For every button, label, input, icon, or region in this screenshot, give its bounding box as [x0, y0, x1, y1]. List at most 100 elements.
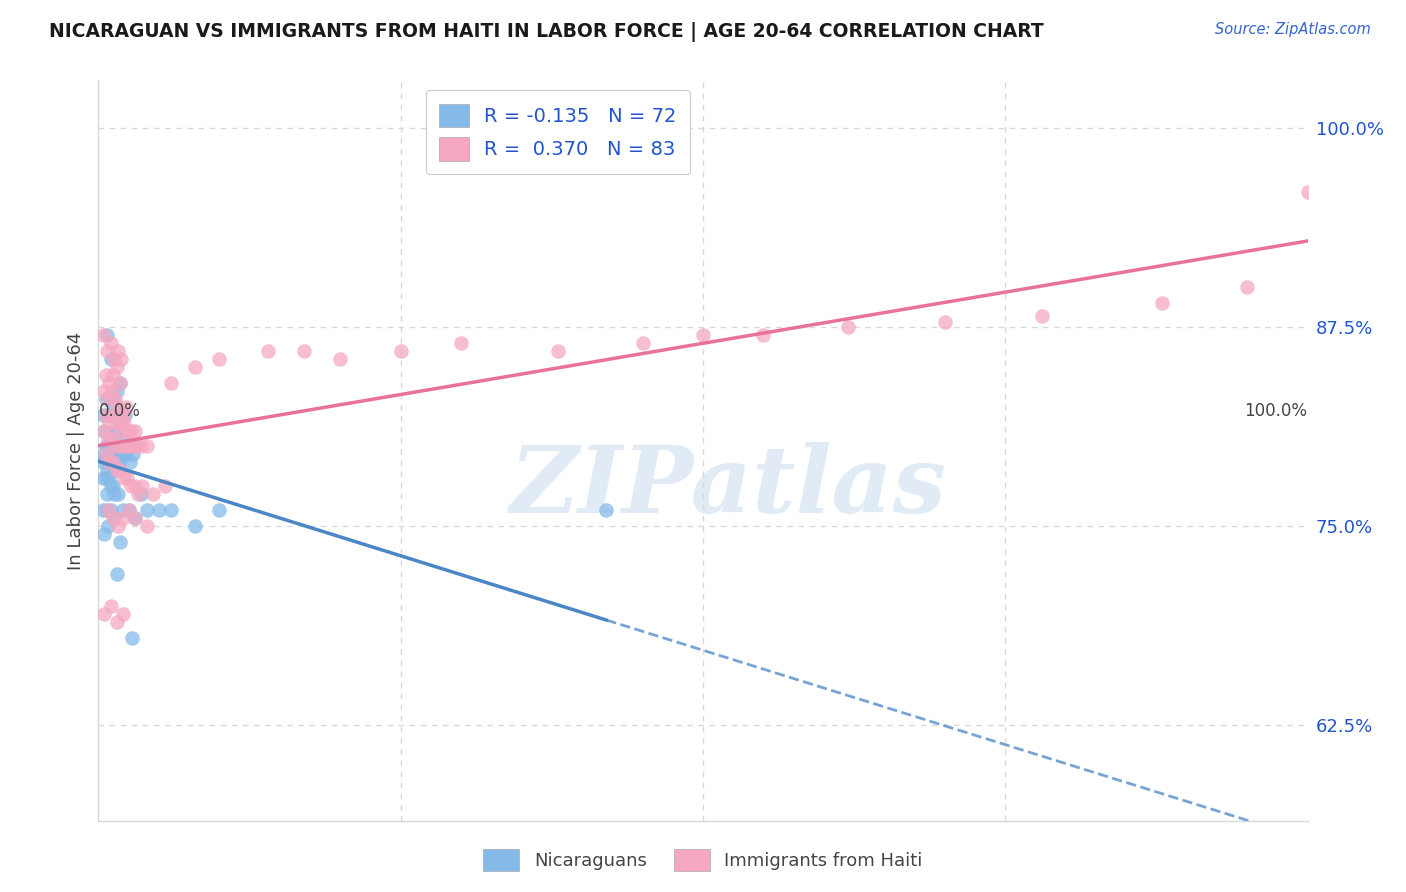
Point: [91, 408, 114, 422]
Point: [108, 440, 131, 454]
Point: [104, 440, 127, 454]
Point: [115, 447, 138, 461]
Point: [595, 503, 617, 517]
Point: [108, 535, 131, 549]
Point: [98, 447, 121, 461]
Y-axis label: In Labor Force | Age 20-64: In Labor Force | Age 20-64: [66, 331, 84, 570]
Legend: R = -0.135   N = 72, R =  0.370   N = 83: R = -0.135 N = 72, R = 0.370 N = 83: [426, 90, 690, 175]
Point: [100, 432, 122, 446]
Point: [117, 471, 139, 485]
Point: [329, 351, 352, 366]
Point: [1152, 296, 1174, 310]
Point: [97, 519, 120, 533]
Point: [96, 343, 118, 358]
Point: [108, 440, 131, 454]
Point: [94, 392, 117, 406]
Point: [108, 455, 131, 469]
Point: [96, 328, 118, 343]
Point: [97, 455, 120, 469]
Point: [104, 424, 127, 438]
Point: [101, 479, 124, 493]
Point: [91, 328, 114, 343]
Point: [104, 392, 127, 406]
Point: [131, 479, 153, 493]
Point: [752, 328, 775, 343]
Point: [292, 343, 315, 358]
Point: [94, 408, 117, 422]
Point: [100, 479, 122, 493]
Point: [97, 440, 120, 454]
Text: NICARAGUAN VS IMMIGRANTS FROM HAITI IN LABOR FORCE | AGE 20-64 CORRELATION CHART: NICARAGUAN VS IMMIGRANTS FROM HAITI IN L…: [49, 22, 1045, 42]
Point: [101, 392, 124, 406]
Point: [103, 351, 125, 366]
Point: [101, 408, 124, 422]
Point: [93, 424, 115, 438]
Point: [97, 392, 120, 406]
Point: [115, 440, 138, 454]
Point: [97, 432, 120, 446]
Point: [631, 336, 654, 351]
Point: [91, 503, 114, 517]
Point: [103, 511, 125, 525]
Point: [97, 503, 120, 517]
Point: [111, 503, 134, 517]
Point: [1236, 280, 1258, 294]
Point: [107, 424, 129, 438]
Point: [100, 336, 122, 351]
Point: [184, 359, 207, 374]
Point: [107, 519, 129, 533]
Point: [94, 368, 117, 382]
Point: [118, 440, 141, 454]
Point: [547, 343, 569, 358]
Point: [118, 503, 141, 517]
Point: [135, 519, 157, 533]
Point: [105, 359, 128, 374]
Point: [96, 487, 118, 501]
Point: [245, 822, 267, 836]
Point: [117, 424, 139, 438]
Point: [96, 463, 118, 477]
Point: [122, 440, 145, 454]
Point: [107, 455, 129, 469]
Point: [101, 368, 124, 382]
Point: [111, 607, 134, 621]
Point: [93, 424, 115, 438]
Point: [103, 487, 125, 501]
Point: [389, 343, 412, 358]
Point: [120, 479, 142, 493]
Point: [108, 463, 131, 477]
Point: [127, 487, 149, 501]
Point: [114, 408, 136, 422]
Point: [124, 479, 146, 493]
Point: [100, 599, 122, 613]
Point: [103, 463, 125, 477]
Point: [100, 351, 122, 366]
Point: [105, 416, 128, 430]
Point: [103, 400, 125, 414]
Point: [122, 447, 145, 461]
Point: [124, 511, 146, 525]
Point: [101, 511, 124, 525]
Point: [105, 615, 128, 629]
Point: [107, 487, 129, 501]
Point: [98, 416, 121, 430]
Point: [98, 376, 121, 390]
Point: [104, 447, 127, 461]
Point: [117, 440, 139, 454]
Point: [98, 455, 121, 469]
Point: [100, 503, 122, 517]
Point: [118, 455, 141, 469]
Point: [98, 408, 121, 422]
Point: [111, 408, 134, 422]
Point: [96, 503, 118, 517]
Point: [108, 440, 131, 454]
Point: [94, 440, 117, 454]
Point: [120, 440, 142, 454]
Point: [256, 343, 278, 358]
Point: [135, 440, 157, 454]
Point: [115, 440, 138, 454]
Point: [121, 631, 143, 645]
Point: [108, 424, 131, 438]
Point: [108, 376, 131, 390]
Point: [118, 440, 141, 454]
